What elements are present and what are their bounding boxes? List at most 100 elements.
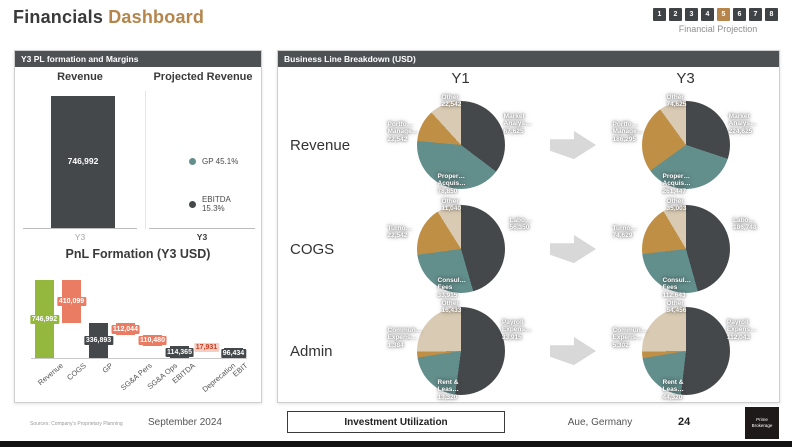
pie-slice-label: Portfo… Manage… 22,542 bbox=[387, 121, 419, 143]
pie-slice-label: Rent & Leas… 13,320 bbox=[437, 378, 459, 401]
pager-page-7[interactable]: 7 bbox=[749, 8, 762, 21]
page-title: Financials Dashboard bbox=[13, 7, 204, 28]
pager-page-8[interactable]: 8 bbox=[765, 8, 778, 21]
waterfall-value-label: 746,992 bbox=[29, 315, 60, 324]
waterfall-value-label: 17,931 bbox=[193, 343, 220, 352]
right-arrow-icon bbox=[550, 130, 596, 160]
sources-note: Sources: Company's Proprietary Planning bbox=[30, 421, 123, 427]
panel-pl-header: Y3 PL formation and Margins bbox=[15, 51, 261, 67]
pie-slice-label: Portfo… Manage… 186,295 bbox=[612, 121, 644, 143]
chart-divider bbox=[145, 91, 146, 229]
logo-line-2: Brokerage bbox=[751, 422, 773, 428]
projected-legend-item: GP 45.1% bbox=[189, 157, 238, 166]
pie-circle bbox=[416, 307, 505, 395]
panel-breakdown-header: Business Line Breakdown (USD) bbox=[278, 51, 779, 67]
pie-chart-cogs-y3: Labo… 186,748 Consul… Fees 112,643 Turno… 74,6… bbox=[611, 198, 761, 299]
pie-circle bbox=[416, 205, 505, 293]
revenue-x-axis-label: Y3 bbox=[74, 232, 86, 242]
pager-page-1[interactable]: 1 bbox=[653, 8, 666, 21]
waterfall-category-label: Deprecation bbox=[200, 361, 238, 394]
legend-label: EBITDA 15.3% bbox=[201, 195, 231, 213]
waterfall-category-label: SG&A Ops bbox=[145, 361, 180, 392]
pie-slice-label: Commun… Expens… 1,384 bbox=[387, 327, 423, 349]
projected-revenue-chart-title: Projected Revenue bbox=[153, 71, 253, 83]
waterfall-value-label: 114,365 bbox=[165, 348, 194, 358]
pie-slice-label: Other 35,003 bbox=[666, 198, 687, 213]
pager-page-6[interactable]: 6 bbox=[733, 8, 746, 21]
waterfall-category-label: COGS bbox=[65, 361, 88, 383]
pie-slice-label: Labo… 56,350 bbox=[509, 217, 532, 232]
legend-label: GP 45.1% bbox=[202, 157, 239, 166]
pager-page-5[interactable]: 5 bbox=[717, 8, 730, 21]
revenue-bar-value: 746,992 bbox=[67, 156, 99, 166]
pie-slice-label: Payroll Expens… 112,043 bbox=[726, 319, 757, 341]
pie-chart-admin-y3: Payroll Expens… 112,043 Rent & Leas… 44,320 Co… bbox=[611, 300, 761, 401]
pie-slice-label: Proper… Acquis… 261,447 bbox=[662, 172, 691, 195]
logo-line-1: Prime bbox=[756, 417, 768, 422]
waterfall-category-label: EBITDA bbox=[170, 361, 197, 386]
pie-chart-admin-y1: Payroll Expens… 33,915 Rent & Leas… 13,320 Com… bbox=[386, 300, 536, 401]
pie-circle bbox=[416, 101, 505, 189]
pie-slice-label: Turno… 74,629 bbox=[612, 225, 637, 240]
row-label-revenue: Revenue bbox=[290, 136, 351, 154]
projected-revenue-chart: GP 45.1% EBITDA 15.3% bbox=[149, 95, 255, 229]
company-logo: Prime Brokerage bbox=[745, 407, 779, 439]
pie-slice-label: Other 22,542 bbox=[441, 94, 462, 109]
pager-page-2[interactable]: 2 bbox=[669, 8, 682, 21]
pie-chart-cogs-y1: Labo… 56,350 Consul… Fees 33,915 Turno… 22,542… bbox=[386, 198, 536, 299]
pie-slice-label: Turno… 22,542 bbox=[387, 225, 412, 240]
pager-page-3[interactable]: 3 bbox=[685, 8, 698, 21]
investment-utilization-button[interactable]: Investment Utilization bbox=[287, 411, 505, 433]
pie-slice-label: Other 11,040 bbox=[441, 198, 462, 213]
page-title-primary: Financials bbox=[13, 7, 104, 27]
pnl-waterfall-categories: Revenue COGS GP SG&A Pers SG&A Ops EBITDA Depr… bbox=[31, 361, 250, 401]
legend-dot-icon bbox=[189, 200, 196, 208]
waterfall-category-label: Revenue bbox=[36, 361, 65, 388]
panel-business-line-breakdown: Business Line Breakdown (USD) Y1 Y3 Reve… bbox=[277, 50, 780, 403]
left-panel-headings: Revenue Projected Revenue bbox=[15, 71, 261, 83]
projected-x-axis-label: Y3 bbox=[196, 232, 208, 242]
breakdown-row-admin: Admin Payroll Expens… 33,915 Rent & Leas… 13,… bbox=[278, 299, 779, 403]
waterfall-value-label: 410,099 bbox=[56, 297, 87, 307]
pie-slice-label: Other 74,625 bbox=[666, 94, 687, 109]
waterfall-value-label: 96,434 bbox=[220, 348, 247, 358]
column-header-y1: Y1 bbox=[451, 70, 470, 87]
column-header-y3: Y3 bbox=[676, 70, 695, 87]
pnl-formation-title: PnL Formation (Y3 USD) bbox=[65, 247, 211, 261]
panel-pl-formation: Y3 PL formation and Margins Revenue Proj… bbox=[14, 50, 262, 403]
pie-slice-label: Market Analys… 67,625 bbox=[503, 113, 532, 135]
waterfall-category-label: GP bbox=[100, 361, 115, 375]
breakdown-column-headers: Y1 Y3 bbox=[278, 70, 779, 87]
pie-circle bbox=[641, 101, 730, 189]
revenue-bar: 746,992 bbox=[51, 96, 115, 228]
waterfall-category-label: SG&A Pers bbox=[118, 361, 154, 393]
pie-slice-label: Rent & Leas… 44,320 bbox=[662, 378, 684, 401]
pnl-waterfall-chart: 746,992 410,099 336,893 112,044 110,480 114,3… bbox=[29, 280, 247, 359]
pie-chart-revenue-y3: Market Analys… 224,625 Proper… Acquis… 261,44… bbox=[611, 94, 761, 195]
pie-slice-label: Market Analys… 224,625 bbox=[728, 113, 757, 135]
pie-slice-label: Other 16,433 bbox=[441, 300, 462, 315]
waterfall-category-label: EBIT bbox=[231, 361, 250, 379]
pager-page-4[interactable]: 4 bbox=[701, 8, 714, 21]
pie-slice-label: Proper… Acquis… 78,850 bbox=[437, 172, 466, 195]
pie-circle bbox=[641, 307, 730, 395]
pie-slice-label: Commun… Expens… 5,302 bbox=[612, 327, 648, 349]
row-label-admin: Admin bbox=[290, 342, 333, 360]
page-title-accent: Dashboard bbox=[108, 7, 205, 27]
pie-slice-label: Payroll Expens… 33,915 bbox=[501, 319, 532, 341]
legend-dot-icon bbox=[189, 158, 196, 165]
pager-caption: Financial Projection bbox=[678, 24, 758, 34]
breakdown-row-revenue: Revenue Market Analys… 67,625 Proper… Acquis… bbox=[278, 93, 779, 197]
right-arrow-icon bbox=[550, 336, 596, 366]
footer-location: Aue, Germany bbox=[567, 417, 633, 428]
footer-date: September 2024 bbox=[148, 417, 222, 428]
waterfall-value-label: 110,480 bbox=[138, 336, 167, 346]
slide-page-number: 24 bbox=[678, 416, 691, 428]
pie-slice-label: Consul… Fees 112,643 bbox=[662, 276, 692, 299]
pie-circle bbox=[641, 205, 730, 293]
revenue-chart-title: Revenue bbox=[57, 71, 103, 83]
breakdown-row-cogs: COGS Labo… 56,350 Consul… Fees 33,915 Turno… 2… bbox=[278, 197, 779, 301]
projected-legend-item: EBITDA 15.3% bbox=[189, 195, 255, 213]
